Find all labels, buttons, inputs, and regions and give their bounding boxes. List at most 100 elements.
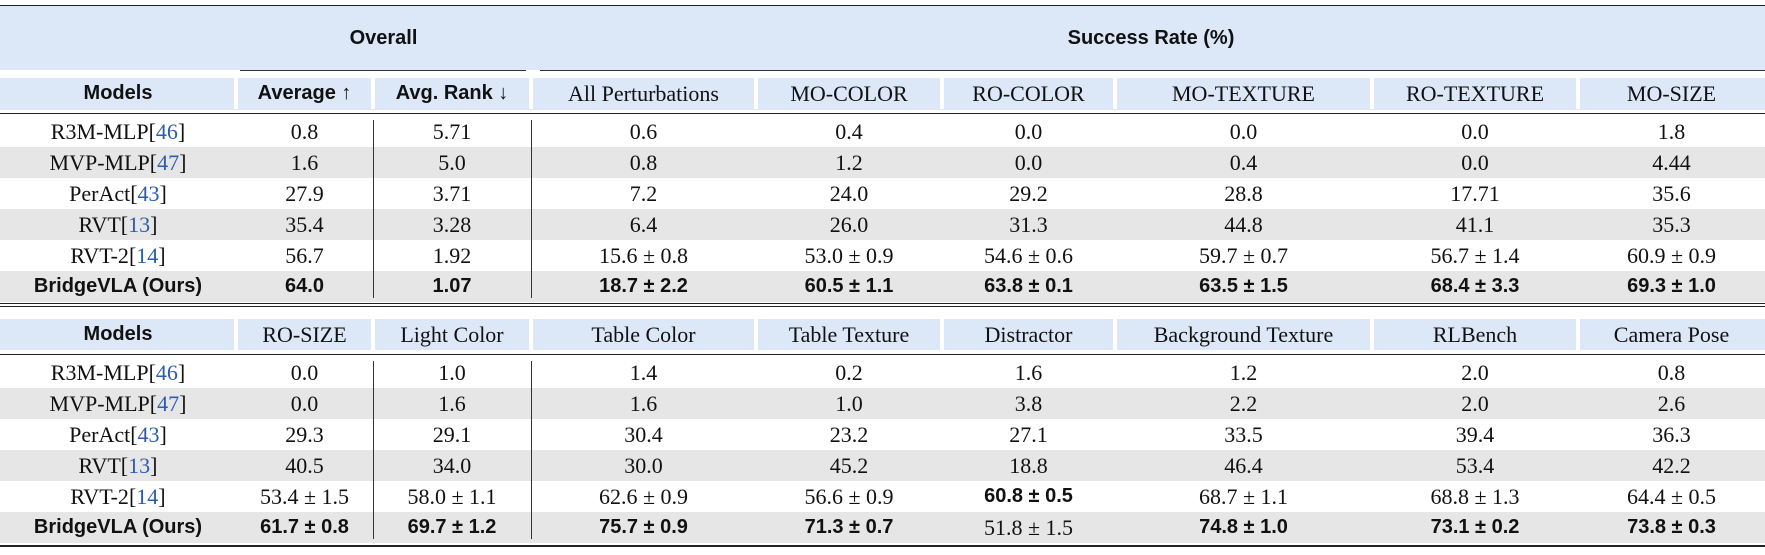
value-cell: 53.0 ± 0.9 <box>804 242 894 268</box>
header-separator <box>529 78 533 109</box>
model: RVT <box>78 452 121 478</box>
row-shade <box>0 512 1765 543</box>
group-header: Success Rate (%) <box>1067 26 1235 49</box>
column-separator <box>531 120 532 298</box>
model-name: RVT-2 [14] <box>0 481 236 512</box>
value-cell: 53.4 ± 1.5 <box>259 483 350 509</box>
model: R3M-MLP <box>50 118 149 144</box>
value-cell: 3.8 <box>1014 390 1043 416</box>
group-header: Overall <box>349 26 418 49</box>
model-name: MVP-MLP [47] <box>0 388 236 419</box>
citation: [46] <box>148 118 186 144</box>
column-header: Table Texture <box>788 321 910 347</box>
value-cell: 51.8 ± 1.5 <box>983 514 1074 540</box>
model: RVT <box>78 211 121 237</box>
value-cell: 0.0 <box>1229 118 1258 144</box>
row-shade <box>0 147 1765 178</box>
model-name: PerAct [43] <box>0 178 236 209</box>
header-band <box>0 319 1765 350</box>
value-cell: 1.8 <box>1657 118 1686 144</box>
bottom-rule <box>0 545 1765 547</box>
value-cell: 71.3 ± 0.7 <box>804 516 894 538</box>
value-cell: 0.0 <box>290 390 319 416</box>
value-cell: 1.0 <box>835 390 863 416</box>
double-rule <box>0 306 1765 307</box>
model-name: R3M-MLP [46] <box>0 116 236 147</box>
value-cell: 33.5 <box>1224 421 1263 447</box>
column-header: RO-TEXTURE <box>1405 80 1545 106</box>
value-cell: 63.8 ± 0.1 <box>984 275 1073 297</box>
value-cell: 24.0 <box>829 180 869 206</box>
value-cell: 1.6 <box>1014 359 1043 385</box>
value-cell: 46.4 <box>1224 452 1263 478</box>
value-cell: 1.2 <box>835 149 863 175</box>
value-cell: 29.3 <box>285 421 324 447</box>
value-cell: 40.5 <box>285 452 324 478</box>
value-cell: 3.28 <box>432 211 472 237</box>
header-separator <box>1576 78 1580 109</box>
header-separator <box>1113 319 1117 350</box>
double-rule <box>0 303 1765 304</box>
column-header: Models <box>83 323 153 345</box>
value-cell: 1.6 <box>629 390 658 416</box>
model-name: MVP-MLP [47] <box>0 147 236 178</box>
value-cell: 0.2 <box>835 359 863 385</box>
value-cell: 26.0 <box>829 211 869 237</box>
header-rule <box>0 354 1765 355</box>
column-header: Models <box>83 82 153 104</box>
model: PerAct <box>69 180 131 206</box>
value-cell: 62.6 ± 0.9 <box>598 483 689 509</box>
value-cell: 0.0 <box>1014 118 1043 144</box>
value-cell: 68.8 ± 1.3 <box>1430 483 1520 509</box>
model-name: R3M-MLP [46] <box>0 357 236 388</box>
row-shade <box>0 271 1765 302</box>
column-header: MO-COLOR <box>790 80 908 106</box>
column-header: Light Color <box>400 321 504 347</box>
value-cell: 56.7 ± 1.4 <box>1430 242 1520 268</box>
value-cell: 6.4 <box>629 211 658 237</box>
value-cell: 5.71 <box>432 118 472 144</box>
model: MVP-MLP <box>49 149 150 175</box>
value-cell: 1.0 <box>438 359 466 385</box>
value-cell: 56.7 <box>285 242 324 268</box>
group-underline <box>540 70 1765 71</box>
value-cell: 75.7 ± 0.9 <box>599 516 688 538</box>
column-header: Avg. Rank ↓ <box>395 82 509 104</box>
value-cell: 74.8 ± 1.0 <box>1199 516 1288 538</box>
value-cell: 27.1 <box>1009 421 1048 447</box>
value-cell: 0.4 <box>1229 149 1258 175</box>
row-shade <box>0 209 1765 240</box>
value-cell: 60.9 ± 0.9 <box>1626 242 1717 268</box>
model: BridgeVLA (Ours) <box>33 516 203 538</box>
value-cell: 73.1 ± 0.2 <box>1430 516 1520 538</box>
top-rule <box>0 5 1765 6</box>
header-separator <box>234 78 238 109</box>
value-cell: 41.1 <box>1455 211 1495 237</box>
value-cell: 1.6 <box>438 390 466 416</box>
header-separator <box>1370 319 1374 350</box>
model-name: BridgeVLA (Ours) <box>0 271 236 302</box>
value-cell: 2.0 <box>1461 359 1489 385</box>
column-header: Distractor <box>984 321 1073 347</box>
column-header: Background Texture <box>1153 321 1334 347</box>
value-cell: 60.5 ± 1.1 <box>804 275 894 297</box>
model: MVP-MLP <box>49 390 150 416</box>
model-name: PerAct [43] <box>0 419 236 450</box>
value-cell: 30.0 <box>624 452 663 478</box>
row-shade <box>0 450 1765 481</box>
value-cell: 36.3 <box>1652 421 1691 447</box>
value-cell: 2.2 <box>1229 390 1258 416</box>
header-band <box>0 6 1765 110</box>
value-cell: 44.8 <box>1224 211 1263 237</box>
value-cell: 29.1 <box>432 421 472 447</box>
value-cell: 0.8 <box>1657 359 1686 385</box>
column-separator <box>373 361 374 539</box>
model-name: BridgeVLA (Ours) <box>0 512 236 543</box>
value-cell: 0.6 <box>629 118 658 144</box>
header-gap <box>0 70 1765 78</box>
header-separator <box>1370 78 1374 109</box>
header-separator <box>940 319 944 350</box>
value-cell: 58.0 ± 1.1 <box>407 483 497 509</box>
header-separator <box>1576 319 1580 350</box>
